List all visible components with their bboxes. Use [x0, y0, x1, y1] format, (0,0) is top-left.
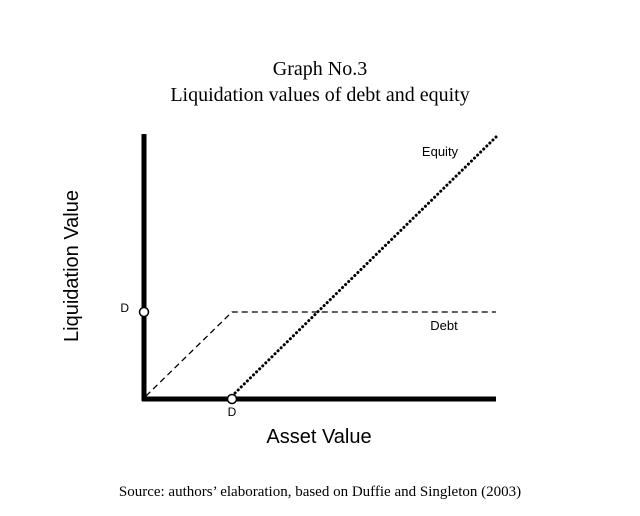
y-marker-d: [138, 306, 150, 318]
chart-title: Graph No.3: [272, 58, 368, 80]
y-tick-label-d: D: [120, 301, 129, 315]
series-label-debt: Debt: [430, 318, 458, 333]
series-line-debt: [145, 311, 496, 397]
series-line-equity: [230, 135, 498, 398]
chart-subtitle: Liquidation values of debt and equity: [170, 84, 470, 106]
y-axis-title: Liquidation Value: [61, 190, 83, 342]
series-label-equity: Equity: [422, 144, 459, 159]
x-tick-label-d: D: [228, 405, 237, 419]
x-axis-title: Asset Value: [266, 426, 371, 448]
x-marker-d: [226, 393, 238, 405]
source-note: Source: authors’ elaboration, based on D…: [118, 484, 522, 500]
